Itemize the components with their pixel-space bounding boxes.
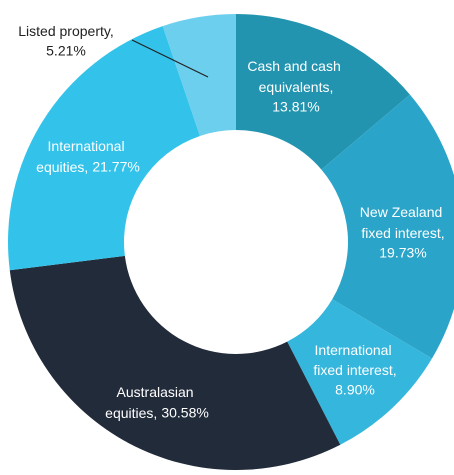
segment-label: International fixed interest, [313,342,396,378]
leader-line [131,39,209,78]
value-label: 13.81% [272,99,319,115]
segment-label: International equities, [36,138,128,175]
value-label: 8.90% [335,382,375,398]
value-label: 30.58% [161,405,208,421]
donut-segment [8,26,200,271]
value-label: 19.73% [379,245,426,261]
donut-segment [287,299,432,445]
donut-segment [321,94,454,359]
segment-label: Cash and cash equivalents, [247,58,344,95]
segment-label: Listed property, [18,23,113,39]
donut-segment [9,255,341,471]
segment-label: Australasian equities, [105,384,197,421]
value-label: 5.21% [46,43,86,59]
donut-segment [162,14,236,136]
value-label: 21.77% [92,159,139,175]
donut-segment [236,14,410,170]
segment-label: New Zealand fixed interest, [360,204,446,241]
